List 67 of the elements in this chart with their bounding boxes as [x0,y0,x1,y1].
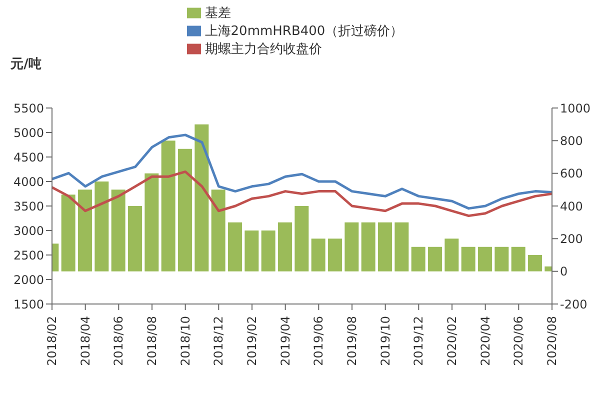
bar [411,246,426,272]
x-tick-label: 2019/10 [378,316,392,366]
y-tick-label: 4500 [13,150,44,164]
x-tick-label: 2019/02 [245,316,259,366]
x-tick-label: 2019/08 [345,316,359,366]
legend-label: 期螺主力合约收盘价 [204,42,322,57]
bar [178,148,192,272]
bar [344,222,359,272]
bar [211,190,226,272]
bar [478,246,492,272]
bar [378,222,392,272]
bar [261,230,276,272]
y-tick-label: 1500 [13,297,44,312]
bar [128,206,142,272]
bar [394,222,409,272]
bar [361,222,376,272]
bar [244,230,259,272]
legend-label: 上海20mmHRB400（折过磅价） [204,24,404,39]
x-tick-label: 2018/12 [212,316,226,366]
y-tick-label: 5000 [13,126,44,140]
bar [144,173,159,272]
bar [311,238,326,272]
y-tick-label: 4000 [13,174,44,189]
x-tick-label: 2020/08 [545,316,559,366]
bar [111,190,126,272]
y2-tick-label: 600 [560,166,583,181]
bar [428,246,442,272]
y2-tick-label: 200 [560,232,583,246]
bar [328,238,342,272]
x-tick-label: 2020/02 [445,316,459,366]
y2-tick-label: 400 [560,199,583,214]
y-axis-title: 元/吨 [10,57,42,72]
y-tick-label: 3000 [13,224,44,238]
x-tick-label: 2018/04 [78,316,92,366]
legend-label: 基差 [204,6,231,21]
x-tick-label: 2018/02 [45,316,59,366]
y2-tick-label: 800 [560,134,583,148]
x-tick-label: 2020/04 [478,316,492,366]
x-tick-label: 2020/06 [512,316,526,366]
bar [194,124,209,272]
bar [511,246,526,272]
y-tick-label: 5500 [13,101,44,116]
y-tick-label: 2500 [13,248,44,262]
bar [228,222,242,272]
bar [528,255,542,272]
bar [61,194,76,272]
bar [294,206,309,272]
y2-tick-label: 0 [560,264,568,279]
bar [494,246,509,272]
y-tick-label: 2000 [13,272,44,287]
x-tick-label: 2019/12 [412,316,426,366]
y2-tick-label: -200 [560,297,588,312]
y-tick-label: 3500 [13,199,44,214]
bar [78,190,92,272]
x-tick-label: 2018/10 [178,316,192,366]
line-series [52,170,552,218]
bar [94,182,109,272]
bar [161,140,176,272]
bar [278,222,292,272]
x-tick-label: 2018/06 [112,316,126,366]
bar [444,238,459,272]
y2-tick-label: 1000 [560,101,591,116]
x-tick-label: 2018/08 [145,316,159,366]
x-tick-label: 2019/06 [312,316,326,366]
bar [461,246,476,272]
line-series [52,134,552,210]
x-tick-label: 2019/04 [278,316,292,366]
